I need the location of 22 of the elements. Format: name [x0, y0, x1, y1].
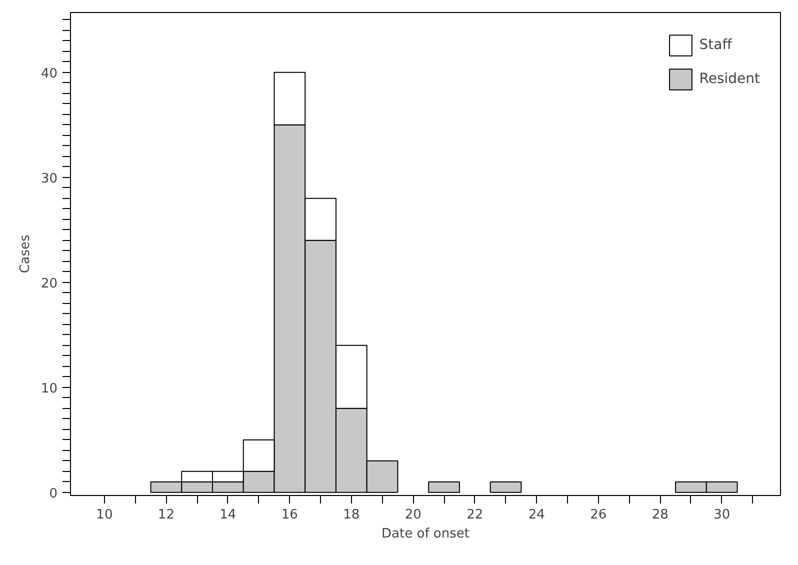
- y-tick-label: 40: [40, 66, 58, 82]
- x-tick-label: 20: [404, 508, 422, 522]
- x-tick-label: 30: [714, 508, 730, 522]
- x-tick-label: 28: [652, 508, 668, 522]
- y-axis-title: Cases: [18, 234, 33, 274]
- bar: [490, 481, 522, 493]
- legend-label: Staff: [699, 37, 732, 53]
- x-tick-label: 18: [343, 508, 360, 522]
- x-tick-label: 14: [220, 508, 236, 522]
- bar: [428, 481, 460, 493]
- x-tick-label: 16: [281, 508, 298, 522]
- x-axis-title: Date of onset: [382, 526, 470, 542]
- x-tick-label: 22: [466, 508, 484, 522]
- y-tick-label: 0: [49, 486, 58, 502]
- x-tick-label: 10: [96, 508, 113, 522]
- y-tick-label: 20: [40, 276, 58, 292]
- y-tick-label: 10: [40, 381, 58, 396]
- legend-label: Resident: [699, 71, 760, 87]
- y-tick-label: 30: [40, 171, 58, 186]
- x-tick-label: 26: [590, 508, 607, 522]
- x-tick-label: 12: [158, 508, 174, 522]
- x-tick-label: 24: [528, 508, 545, 522]
